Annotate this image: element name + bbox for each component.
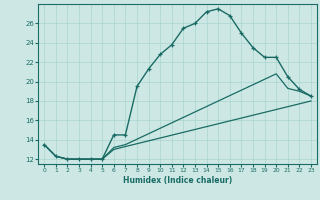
X-axis label: Humidex (Indice chaleur): Humidex (Indice chaleur): [123, 176, 232, 185]
